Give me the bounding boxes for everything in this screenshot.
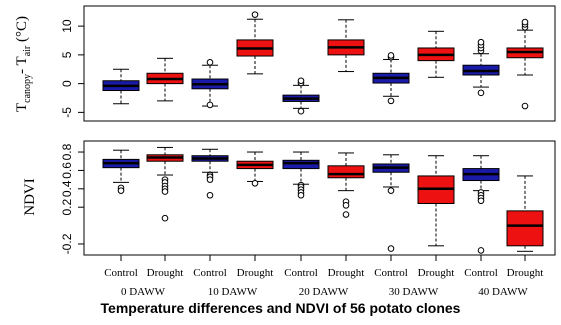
x-category-label: Control xyxy=(374,267,408,279)
outlier-point xyxy=(477,197,485,205)
outlier-point xyxy=(206,59,214,66)
iqr-box xyxy=(282,159,320,170)
outlier-point xyxy=(251,11,259,18)
x-category-label: Drought xyxy=(418,267,455,279)
temperature-y-tick-label: 0 xyxy=(60,80,74,87)
temperature-y-tick-label: 10 xyxy=(60,19,74,33)
ndvi-y-tick-label: 0.4 xyxy=(60,180,74,197)
temperature-box-drought-10daww xyxy=(236,11,274,75)
x-group-label: 20 DAWW xyxy=(299,286,349,298)
ndvi-box-drought-20daww xyxy=(327,152,365,218)
temperature-y-tick-label: -5 xyxy=(60,107,74,118)
outlier-point xyxy=(251,179,259,187)
x-category-label: Control xyxy=(284,267,318,279)
outlier-point xyxy=(387,187,395,194)
outlier-point xyxy=(342,202,350,209)
figure-title: Temperature differences and NDVI of 56 p… xyxy=(100,300,461,316)
x-category-label: Drought xyxy=(507,267,544,279)
ndvi-box-drought-40daww xyxy=(506,175,544,252)
outlier-point xyxy=(521,102,529,110)
ndvi-plot-frame xyxy=(83,140,556,256)
ndvi-y-tick-label: 0.8 xyxy=(60,143,74,160)
ndvi-y-tick-label: 0.6 xyxy=(60,162,74,179)
temperature-y-axis-label: Tcanopy- Tair (°C) xyxy=(14,16,33,112)
outlier-point xyxy=(477,38,485,46)
ndvi-box-control-30daww xyxy=(372,154,410,252)
outlier-point xyxy=(387,245,395,252)
temperature-box-control-0daww xyxy=(102,68,140,105)
temperature-box-control-30daww xyxy=(372,52,410,105)
temperature-y-tick-label: 5 xyxy=(60,51,74,58)
outlier-point xyxy=(342,211,350,218)
ndvi-box-drought-0daww xyxy=(146,146,184,222)
outlier-point xyxy=(297,77,305,85)
temperature-box-control-10daww xyxy=(191,59,229,109)
outlier-point xyxy=(477,247,485,254)
x-category-label: Drought xyxy=(147,267,184,279)
outlier-point xyxy=(161,188,169,195)
outlier-point xyxy=(206,176,214,183)
x-category-label: Control xyxy=(464,267,498,279)
outlier-point xyxy=(206,191,214,199)
x-group-label: 10 DAWW xyxy=(208,286,258,298)
outlier-point xyxy=(387,97,395,105)
ndvi-box-drought-10daww xyxy=(236,151,274,187)
x-group-label: 30 DAWW xyxy=(389,286,439,298)
outlier-point xyxy=(387,52,395,59)
x-axis: Control Drought Control Drought Control Droug… xyxy=(104,255,543,298)
temperature-box-control-40daww xyxy=(462,38,500,97)
ndvi-box-control-0daww xyxy=(102,149,140,194)
temperature-box-control-20daww xyxy=(282,77,320,115)
svg-text:Tcanopy- Tair (°C): Tcanopy- Tair (°C) xyxy=(14,16,33,112)
temperature-plot-frame xyxy=(83,5,556,122)
x-group-label: 0 DAWW xyxy=(121,286,166,298)
x-category-label: Drought xyxy=(328,267,365,279)
outlier-point xyxy=(117,187,125,194)
outlier-point xyxy=(297,107,305,115)
outlier-point xyxy=(521,18,529,26)
ndvi-box-drought-30daww xyxy=(417,155,455,247)
x-category-label: Drought xyxy=(237,267,274,279)
ndvi-panel: NDVI -0.2 0.2 0.40.6 0.8 xyxy=(22,140,556,256)
temperature-panel: Tcanopy- Tair (°C) -5 0 5 10 xyxy=(14,5,556,122)
ndvi-y-tick-label: 0.2 xyxy=(60,199,74,216)
ndvi-y-tick-label: -0.2 xyxy=(60,233,74,254)
x-category-label: Control xyxy=(104,267,138,279)
temperature-box-drought-40daww xyxy=(506,18,544,110)
outlier-point xyxy=(477,89,485,97)
iqr-box xyxy=(506,210,544,247)
ndvi-y-axis-label: NDVI xyxy=(22,178,38,216)
temperature-box-drought-20daww xyxy=(327,19,365,73)
temperature-box-drought-0daww xyxy=(146,57,184,102)
outlier-point xyxy=(297,191,305,199)
iqr-box xyxy=(327,165,365,179)
x-category-label: Control xyxy=(193,267,227,279)
outlier-point xyxy=(161,214,169,222)
temperature-box-drought-30daww xyxy=(417,30,455,78)
ndvi-box-control-20daww xyxy=(282,151,320,199)
ndvi-box-control-10daww xyxy=(191,148,229,199)
x-group-label: 40 DAWW xyxy=(478,286,528,298)
outlier-point xyxy=(206,101,214,109)
ndvi-box-control-40daww xyxy=(462,155,500,254)
